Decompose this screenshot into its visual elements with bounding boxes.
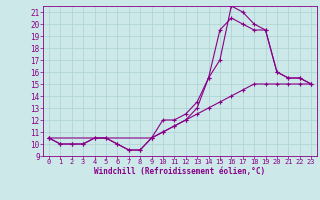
X-axis label: Windchill (Refroidissement éolien,°C): Windchill (Refroidissement éolien,°C) <box>94 167 266 176</box>
